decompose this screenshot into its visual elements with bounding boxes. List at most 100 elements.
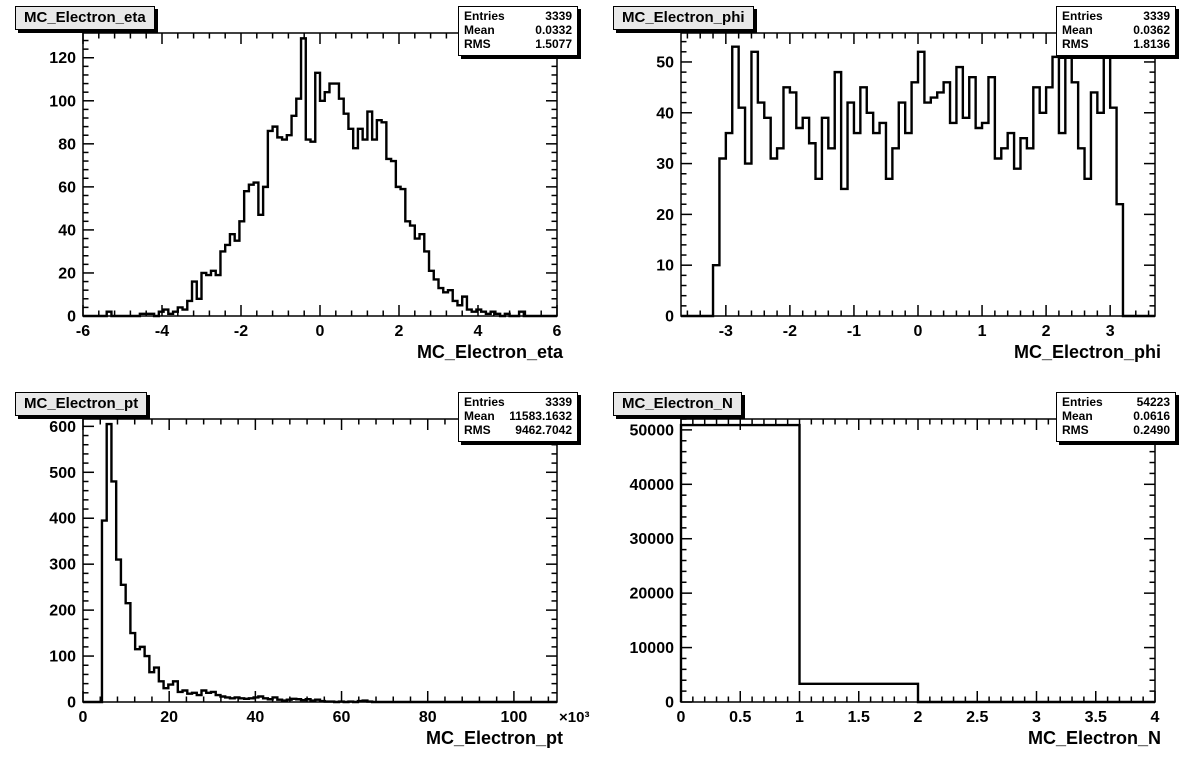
pad-mc-electron-phi: -3 -2 -1 0 1 2 3 0 10 20 30 40 50 MC_Electron_phi MC_… (598, 0, 1196, 386)
x-tick-label: 6 (553, 323, 562, 340)
y-tick-label: 20 (656, 207, 674, 224)
x-tick-label: 2 (395, 323, 404, 340)
y-tick-label: 0 (665, 309, 674, 326)
stats-row-mean: Mean 0.0616 (1057, 409, 1175, 423)
stats-row-mean: Mean 0.0362 (1057, 23, 1175, 37)
pad-mc-electron-pt: 0 20 40 60 80 100 0 100 200 300 400 500 600 MC_Electr… (0, 386, 598, 772)
stats-mean-label: Mean (464, 23, 495, 38)
stats-entries-value: 54223 (1136, 395, 1170, 409)
y-tick-label: 100 (49, 649, 76, 666)
x-tick-label: -3 (719, 323, 733, 340)
y-tick-label: 80 (58, 136, 76, 153)
y-tick-label: 0 (67, 695, 76, 712)
x-tick-label: 60 (333, 709, 351, 726)
x-tick-label: 2 (914, 709, 923, 726)
histogram-title-box: MC_Electron_eta (15, 6, 155, 30)
histogram-title: MC_Electron_pt (24, 395, 139, 412)
stats-row-mean: Mean 0.0332 (459, 23, 577, 37)
x-tick-label: 0 (914, 323, 923, 340)
x-tick-label: 3 (1106, 323, 1115, 340)
stats-entries-value: 3339 (545, 395, 572, 409)
stats-row-entries: Entries 3339 (459, 395, 577, 409)
stats-rms-value: 9462.7042 (515, 423, 572, 438)
x-tick-label: -6 (76, 323, 90, 340)
stats-row-entries: Entries 3339 (1057, 9, 1175, 23)
stats-rms-label: RMS (1062, 37, 1089, 52)
pad-mc-electron-eta: -6 -4 -2 0 2 4 6 0 20 40 60 80 100 120 MC_Electron_eta… (0, 0, 598, 386)
x-tick-label: 80 (419, 709, 437, 726)
stats-entries-label: Entries (1062, 395, 1103, 409)
x-tick-label: 2 (1042, 323, 1051, 340)
x-axis-title: MC_Electron_phi (1014, 342, 1161, 362)
stats-mean-value: 0.0616 (1133, 409, 1170, 424)
y-tick-label: 30000 (630, 531, 675, 548)
stats-box: Entries 3339 Mean 0.0332 RMS 1.5077 (458, 6, 578, 56)
stats-row-rms: RMS 0.2490 (1057, 423, 1175, 437)
stats-row-rms: RMS 1.8136 (1057, 37, 1175, 51)
y-tick-label: 100 (49, 93, 76, 110)
stats-mean-label: Mean (1062, 409, 1093, 424)
stats-mean-value: 0.0332 (535, 23, 572, 38)
y-tick-label: 60 (58, 179, 76, 196)
stats-mean-value: 0.0362 (1133, 23, 1170, 38)
stats-mean-value: 11583.1632 (509, 409, 572, 424)
y-tick-label: 30 (656, 156, 674, 173)
plot-frame (82, 418, 558, 703)
x-tick-label: 0 (677, 709, 686, 726)
pad-mc-electron-n: 0 0.5 1 1.5 2 2.5 3 3.5 4 0 10000 20000 30000 40000 50… (598, 386, 1196, 772)
histogram-title: MC_Electron_eta (24, 9, 146, 26)
stats-box: Entries 3339 Mean 0.0362 RMS 1.8136 (1056, 6, 1176, 56)
stats-row-entries: Entries 54223 (1057, 395, 1175, 409)
stats-rms-label: RMS (464, 423, 491, 438)
y-tick-label: 50000 (630, 422, 675, 439)
y-tick-label: 20 (58, 265, 76, 282)
y-tick-label: 400 (49, 511, 76, 528)
stats-rms-value: 0.2490 (1133, 423, 1170, 438)
x-tick-label: 0.5 (729, 709, 751, 726)
stats-mean-label: Mean (464, 409, 495, 424)
x-tick-label: -4 (155, 323, 169, 340)
x-axis-exponent: ×10³ (559, 709, 589, 726)
histogram-mc-electron-pt: 0 20 40 60 80 100 0 100 200 300 400 500 600 MC_Electr… (49, 418, 589, 748)
y-tick-label: 10000 (630, 640, 675, 657)
x-tick-label: 4 (1151, 709, 1160, 726)
stats-box: Entries 3339 Mean 11583.1632 RMS 9462.70… (458, 392, 578, 442)
stats-mean-label: Mean (1062, 23, 1093, 38)
stats-row-entries: Entries 3339 (459, 9, 577, 23)
stats-row-rms: RMS 1.5077 (459, 37, 577, 51)
x-tick-label: -2 (783, 323, 797, 340)
stats-rms-label: RMS (464, 37, 491, 52)
histogram-line (83, 37, 557, 318)
y-tick-label: 0 (67, 309, 76, 326)
y-tick-label: 600 (49, 419, 76, 436)
stats-row-rms: RMS 9462.7042 (459, 423, 577, 437)
stats-rms-label: RMS (1062, 423, 1089, 438)
stats-entries-value: 3339 (1143, 9, 1170, 23)
histogram-line (681, 45, 1155, 318)
y-tick-label: 500 (49, 465, 76, 482)
histogram-title: MC_Electron_N (622, 395, 733, 412)
y-tick-label: 10 (656, 258, 674, 275)
histogram-mc-electron-n: 0 0.5 1 1.5 2 2.5 3 3.5 4 0 10000 20000 30000 40000 50… (630, 418, 1161, 748)
x-tick-label: 1 (978, 323, 987, 340)
x-tick-label: 20 (160, 709, 178, 726)
stats-entries-label: Entries (1062, 9, 1103, 23)
y-tick-label: 40 (656, 105, 674, 122)
x-tick-label: 2.5 (966, 709, 988, 726)
stats-rms-value: 1.5077 (535, 37, 572, 52)
stats-entries-label: Entries (464, 9, 505, 23)
y-tick-label: 0 (665, 695, 674, 712)
stats-entries-label: Entries (464, 395, 505, 409)
x-tick-label: 40 (246, 709, 264, 726)
x-tick-label: -1 (847, 323, 861, 340)
stats-rms-value: 1.8136 (1133, 37, 1170, 52)
y-tick-label: 20000 (630, 586, 675, 603)
histogram-title: MC_Electron_phi (622, 9, 745, 26)
x-tick-label: 1 (795, 709, 804, 726)
plot-frame-bg (681, 419, 1155, 702)
x-axis-title: MC_Electron_eta (417, 342, 564, 362)
x-tick-label: 3.5 (1085, 709, 1107, 726)
stats-box: Entries 54223 Mean 0.0616 RMS 0.2490 (1056, 392, 1176, 442)
